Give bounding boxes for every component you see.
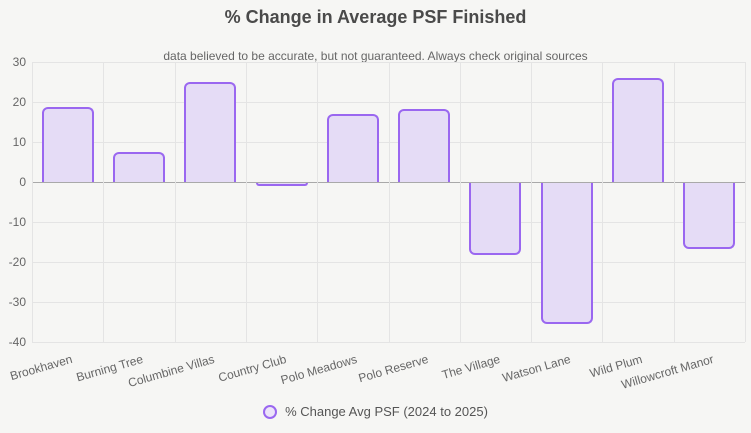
x-tick-label: Brookhaven [8,352,74,384]
bar-watson-lane[interactable] [540,183,593,325]
vertical-gridline [745,62,746,342]
bar-wild-plum[interactable] [612,78,665,182]
bar-polo-meadows[interactable] [326,114,379,182]
legend-label: % Change Avg PSF (2024 to 2025) [285,404,488,419]
bar-brookhaven[interactable] [41,106,94,182]
x-tick-label: Watson Lane [501,352,573,385]
y-tick-label: 30 [12,55,26,69]
legend-item[interactable]: % Change Avg PSF (2024 to 2025) [0,404,751,419]
y-tick-label: -20 [8,255,26,269]
vertical-gridline [245,62,247,342]
vertical-gridline [531,62,533,342]
horizontal-gridline [32,342,745,343]
vertical-gridline [673,62,675,342]
bar-the-village[interactable] [469,183,522,255]
bar-country-club[interactable] [255,183,308,187]
x-tick-label: Country Club [216,352,288,385]
plot-area [32,62,746,343]
y-tick-label: 20 [12,95,26,109]
y-tick-label: -10 [8,215,26,229]
vertical-gridline [317,62,319,342]
chart-title: % Change in Average PSF Finished [224,7,527,27]
vertical-gridline [32,62,33,342]
vertical-gridline [103,62,105,342]
x-tick-label: Polo Meadows [279,352,359,388]
vertical-gridline [388,62,390,342]
vertical-gridline [459,62,461,342]
vertical-gridline [174,62,176,342]
bar-polo-reserve[interactable] [398,109,451,182]
chart-subtitle: data believed to be accurate, but not gu… [163,49,588,63]
y-tick-label: 10 [12,135,26,149]
bar-burning-tree[interactable] [112,152,165,182]
x-tick-label: Polo Reserve [356,352,430,386]
bar-columbine-villas[interactable] [184,82,237,182]
y-tick-label: -40 [8,335,26,349]
y-tick-label: 0 [19,175,26,189]
x-tick-label: The Village [439,352,502,382]
bar-willowcroft-manor[interactable] [683,183,736,250]
vertical-gridline [602,62,604,342]
y-tick-label: -30 [8,295,26,309]
circle-icon [263,404,278,419]
